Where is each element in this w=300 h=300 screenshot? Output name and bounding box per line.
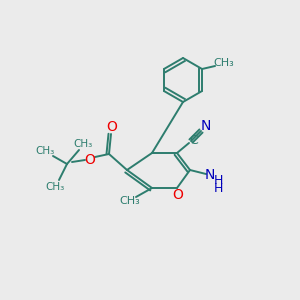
Text: H: H xyxy=(213,175,223,188)
Text: CH₃: CH₃ xyxy=(45,182,64,192)
Text: CH₃: CH₃ xyxy=(35,146,55,156)
Text: CH₃: CH₃ xyxy=(120,196,140,206)
Text: O: O xyxy=(106,120,117,134)
Text: O: O xyxy=(172,188,183,202)
Text: CH₃: CH₃ xyxy=(214,58,234,68)
Text: O: O xyxy=(85,153,95,167)
Text: N: N xyxy=(201,119,211,133)
Text: N: N xyxy=(205,168,215,182)
Text: CH₃: CH₃ xyxy=(74,139,93,149)
Text: C: C xyxy=(190,134,198,146)
Text: H: H xyxy=(213,182,223,194)
